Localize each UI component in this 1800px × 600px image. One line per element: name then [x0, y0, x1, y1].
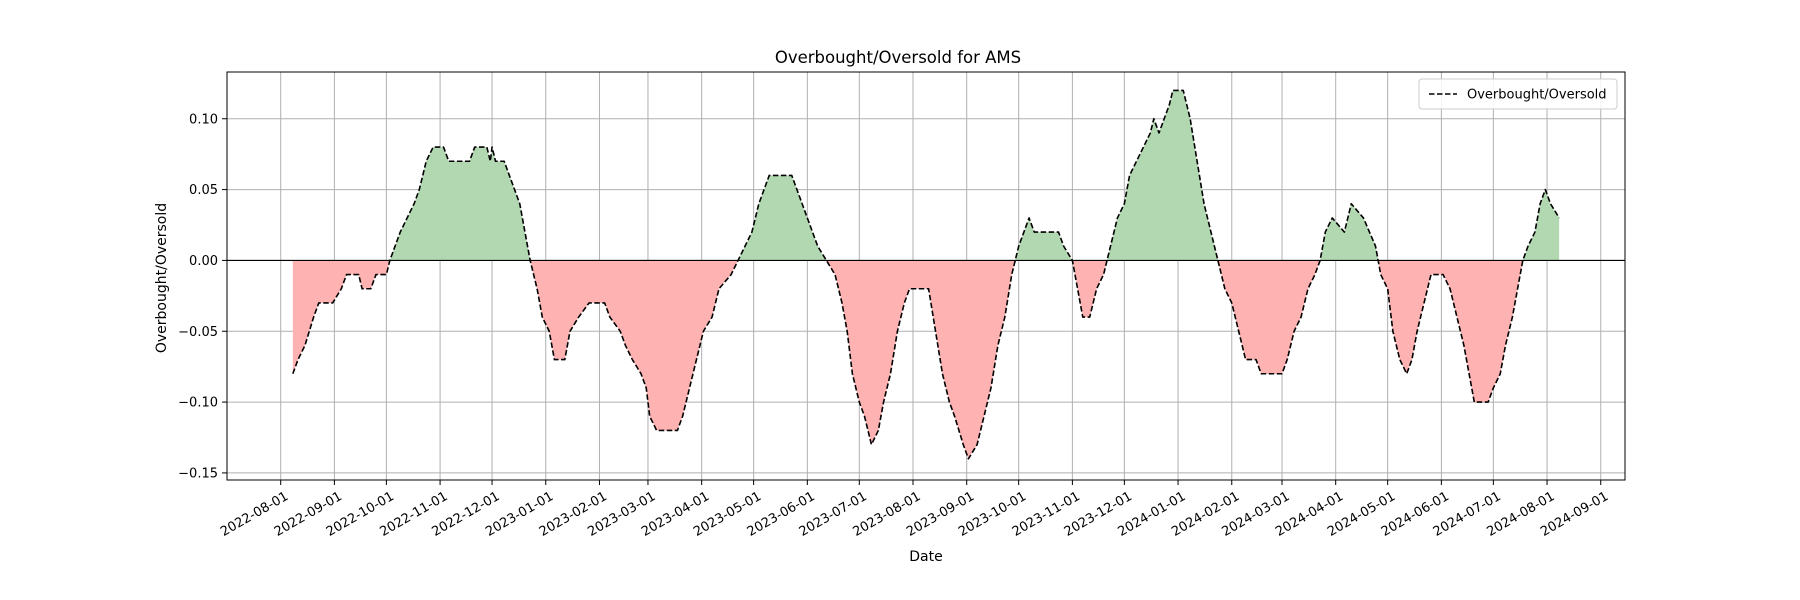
oversold-fill	[1217, 260, 1321, 374]
legend-label: Overbought/Oversold	[1467, 88, 1607, 103]
overbought-fill	[1320, 203, 1379, 261]
y-tick-label: 0.00	[189, 254, 218, 269]
oversold-fill	[530, 260, 739, 431]
legend-box	[1418, 78, 1618, 110]
oversold-fill	[1072, 260, 1108, 318]
overbought-fill	[1015, 217, 1073, 261]
series-line	[292, 89, 1560, 460]
x-axis-ticks: 2022-08-012022-09-012022-10-012022-11-01…	[218, 480, 1611, 540]
y-tick-label: 0.10	[189, 112, 218, 127]
series-lines	[292, 89, 1560, 460]
y-tick-label: −0.10	[178, 396, 218, 411]
y-axis-ticks: −0.15 −0.10 −0.05 0.00 0.05 0.10	[178, 112, 227, 481]
y-tick-label: −0.15	[178, 466, 218, 481]
overbought-fill	[389, 147, 531, 261]
overbought-fill	[1522, 189, 1560, 261]
y-axis-title: Overbought/Oversold	[154, 203, 170, 353]
legend: Overbought/Oversold	[1418, 78, 1618, 110]
overbought-fill	[738, 175, 827, 261]
oversold-fill	[292, 260, 390, 374]
oversold-fill	[826, 260, 1016, 459]
x-axis-title: Date	[909, 549, 942, 565]
y-tick-label: 0.05	[189, 183, 218, 198]
overbought-fill	[1107, 90, 1218, 261]
plot-border	[226, 71, 1626, 481]
plot-frame	[226, 71, 1626, 481]
chart-title: Overbought/Oversold for AMS	[775, 48, 1021, 67]
fill-areas	[292, 90, 1560, 459]
y-tick-label: −0.05	[178, 325, 218, 340]
oversold-fill	[1378, 260, 1523, 403]
